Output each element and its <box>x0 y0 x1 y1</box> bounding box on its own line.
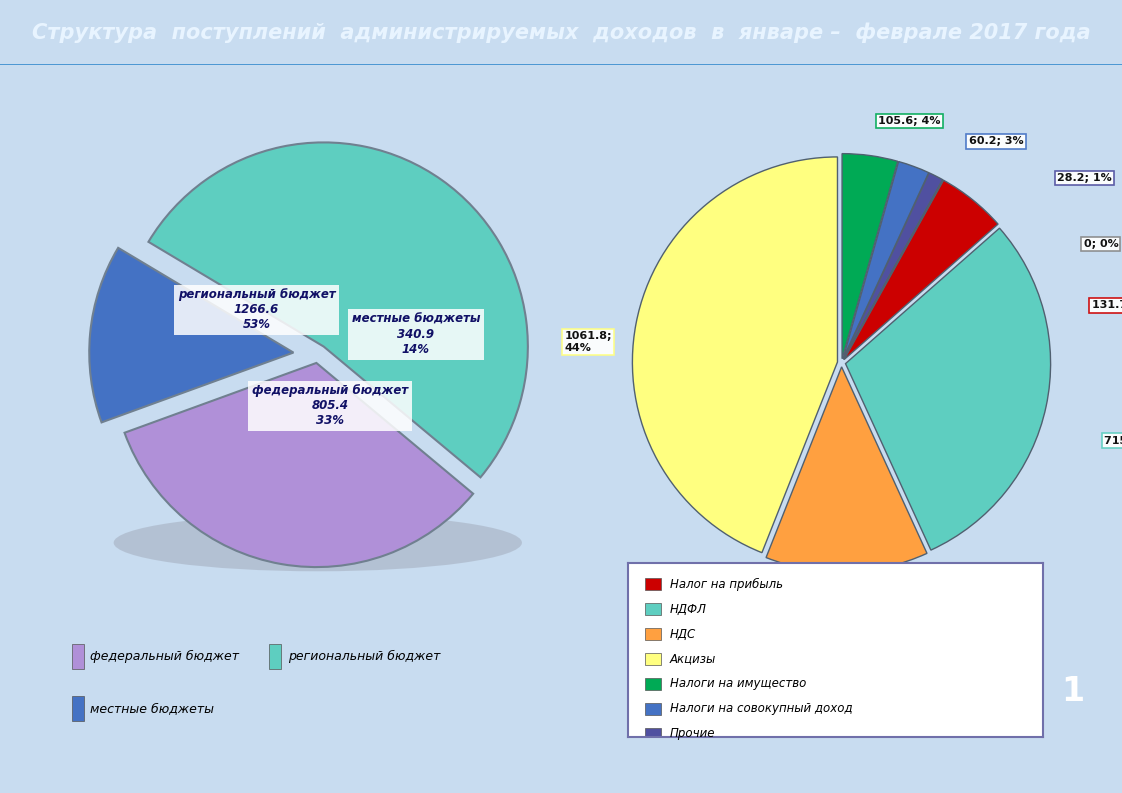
Wedge shape <box>766 367 927 572</box>
Text: 28.2; 1%: 28.2; 1% <box>1057 173 1112 183</box>
Bar <box>645 703 661 715</box>
Wedge shape <box>844 173 942 359</box>
Wedge shape <box>148 143 527 477</box>
Text: 715.6; 30%: 715.6; 30% <box>1104 435 1122 446</box>
Text: 1: 1 <box>1061 676 1084 708</box>
Wedge shape <box>843 154 898 358</box>
Text: Структура  поступлений  администрируемых  доходов  в  январе –  феврале 2017 год: Структура поступлений администрируемых д… <box>31 22 1091 43</box>
Bar <box>645 628 661 640</box>
Text: Налог на прибыль: Налог на прибыль <box>670 577 783 591</box>
Text: Налоги на совокупный доход: Налоги на совокупный доход <box>670 703 853 715</box>
Text: НДФЛ: НДФЛ <box>670 603 707 615</box>
Text: Акцизы: Акцизы <box>670 653 716 665</box>
Text: местные бюджеты
340.9
14%: местные бюджеты 340.9 14% <box>351 313 480 356</box>
Bar <box>72 644 84 668</box>
Wedge shape <box>90 248 293 423</box>
Text: федеральный бюджет: федеральный бюджет <box>91 650 239 663</box>
Bar <box>645 728 661 740</box>
Text: 105.6; 4%: 105.6; 4% <box>879 116 941 126</box>
Text: федеральный бюджет
805.4
33%: федеральный бюджет 805.4 33% <box>252 385 408 427</box>
Text: Налоги на имущество: Налоги на имущество <box>670 677 807 691</box>
Wedge shape <box>633 157 837 553</box>
Wedge shape <box>846 228 1050 550</box>
Text: 309.8; 13%: 309.8; 13% <box>784 604 854 614</box>
Bar <box>645 653 661 665</box>
Text: 60.2; 3%: 60.2; 3% <box>968 136 1023 146</box>
Text: НДС: НДС <box>670 627 696 641</box>
Text: региональный бюджет: региональный бюджет <box>288 650 440 663</box>
Ellipse shape <box>113 514 522 571</box>
Text: Прочие: Прочие <box>670 727 716 740</box>
Wedge shape <box>844 180 999 359</box>
Text: 0; 0%: 0; 0% <box>1084 239 1119 249</box>
Wedge shape <box>125 363 473 567</box>
Text: местные бюджеты: местные бюджеты <box>91 702 214 715</box>
Text: 131.7; 5%: 131.7; 5% <box>1092 301 1122 310</box>
Bar <box>645 678 661 690</box>
Wedge shape <box>844 180 942 359</box>
Bar <box>72 696 84 721</box>
Bar <box>645 578 661 590</box>
Text: региональный бюджет
1266.6
53%: региональный бюджет 1266.6 53% <box>177 289 335 331</box>
Bar <box>269 644 282 668</box>
Bar <box>645 603 661 615</box>
Wedge shape <box>843 162 929 359</box>
Text: 1061.8;
44%: 1061.8; 44% <box>564 331 613 353</box>
